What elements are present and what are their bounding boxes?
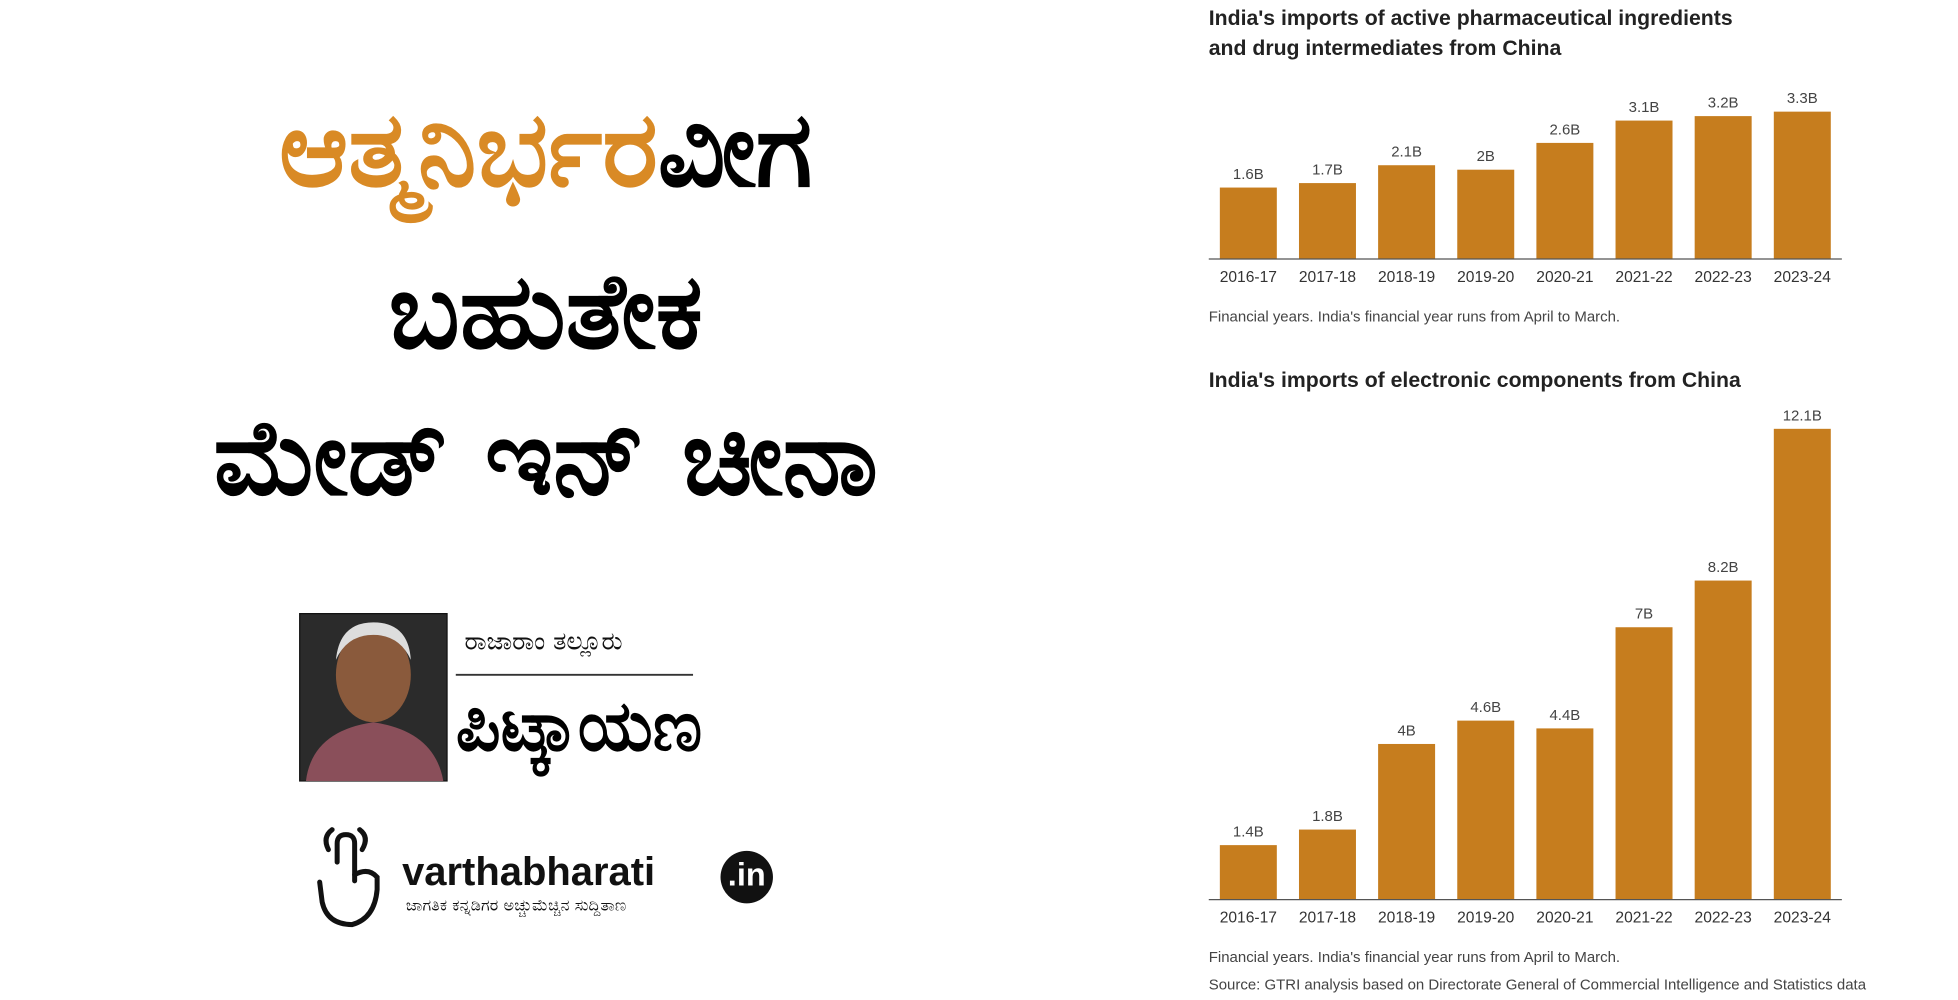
value-label: 1.4B [1233, 824, 1264, 841]
author-name: ರಾಜಾರಾಂ ತಲ್ಲೂರು [465, 626, 623, 657]
headline-line: ಆತ್ಮನಿರ್ಭರವೀಗ [279, 88, 812, 224]
logo-tagline: ಜಾಗತಿಕ ಕನ್ನಡಿಗರ ಅಚ್ಚುಮೆಚ್ಚಿನ ಸುದ್ದಿತಾಣ [406, 895, 627, 916]
value-label: 4.6B [1470, 699, 1501, 716]
x-tick-label: 2022-23 [1695, 269, 1752, 286]
value-label: 12.1B [1783, 407, 1822, 424]
value-label: 1.6B [1233, 166, 1264, 183]
chart-note: Financial years. India's financial year … [1209, 949, 1620, 966]
headline-highlight: ಆತ್ಮನಿರ್ಭರ [279, 88, 658, 224]
value-label: 8.2B [1708, 559, 1739, 576]
x-tick-label: 2018-19 [1378, 909, 1435, 926]
logo-name: varthabharati [402, 850, 655, 894]
value-label: 4B [1397, 722, 1415, 739]
bar [1378, 165, 1436, 259]
bar [1773, 428, 1831, 900]
x-tick-label: 2020-21 [1536, 269, 1593, 286]
bar [1457, 169, 1515, 259]
value-label: 3.1B [1629, 99, 1660, 116]
bar [1694, 116, 1752, 259]
chart-title: India's imports of electronic components… [1209, 369, 1741, 392]
bar [1378, 743, 1436, 900]
value-label: 2.1B [1391, 144, 1422, 161]
bar [1615, 120, 1673, 259]
value-label: 2.6B [1549, 121, 1580, 138]
source: Source: GTRI analysis based on Directora… [1209, 977, 1867, 994]
bar [1615, 627, 1673, 900]
bar [1219, 845, 1277, 900]
value-label: 2B [1477, 148, 1495, 165]
x-tick-label: 2016-17 [1220, 269, 1277, 286]
headline-line: ಬಹುತೇಕ [389, 251, 703, 373]
logo-suffix: .in [728, 857, 766, 893]
logo-icon [317, 827, 380, 928]
chart-note: Financial years. India's financial year … [1209, 309, 1620, 326]
bar [1298, 183, 1356, 259]
column-name: ಪಿಟ್ಕಾಯಣ [456, 686, 702, 777]
x-tick-label: 2016-17 [1220, 909, 1277, 926]
value-label: 4.4B [1549, 707, 1580, 724]
value-label: 1.7B [1312, 162, 1343, 179]
headline-line: ಮೇಡ್ ಇನ್ ಚೀನಾ [213, 397, 877, 519]
headline-text: ವೀಗ [658, 88, 813, 210]
x-tick-label: 2020-21 [1536, 909, 1593, 926]
x-tick-label: 2023-24 [1774, 269, 1832, 286]
x-tick-label: 2021-22 [1615, 269, 1672, 286]
value-label: 3.3B [1787, 90, 1818, 107]
author-photo [299, 613, 448, 782]
x-tick-label: 2022-23 [1695, 909, 1752, 926]
x-tick-label: 2023-24 [1774, 909, 1832, 926]
value-label: 3.2B [1708, 95, 1739, 112]
bar [1694, 580, 1752, 900]
x-tick-label: 2021-22 [1615, 909, 1672, 926]
chart-title: India's imports of active pharmaceutical… [1209, 7, 1733, 30]
logo-badge [720, 850, 773, 904]
x-tick-label: 2019-20 [1457, 269, 1515, 286]
bar [1298, 829, 1356, 900]
bar [1536, 142, 1594, 259]
value-label: 1.8B [1312, 808, 1343, 825]
bar [1457, 720, 1515, 900]
x-tick-label: 2018-19 [1378, 269, 1435, 286]
bar [1773, 111, 1831, 259]
x-tick-label: 2019-20 [1457, 909, 1515, 926]
chart-title: and drug intermediates from China [1209, 37, 1562, 60]
x-tick-label: 2017-18 [1299, 909, 1356, 926]
value-label: 7B [1635, 606, 1653, 623]
x-tick-label: 2017-18 [1299, 269, 1356, 286]
bar [1536, 728, 1594, 900]
bar [1219, 187, 1277, 259]
